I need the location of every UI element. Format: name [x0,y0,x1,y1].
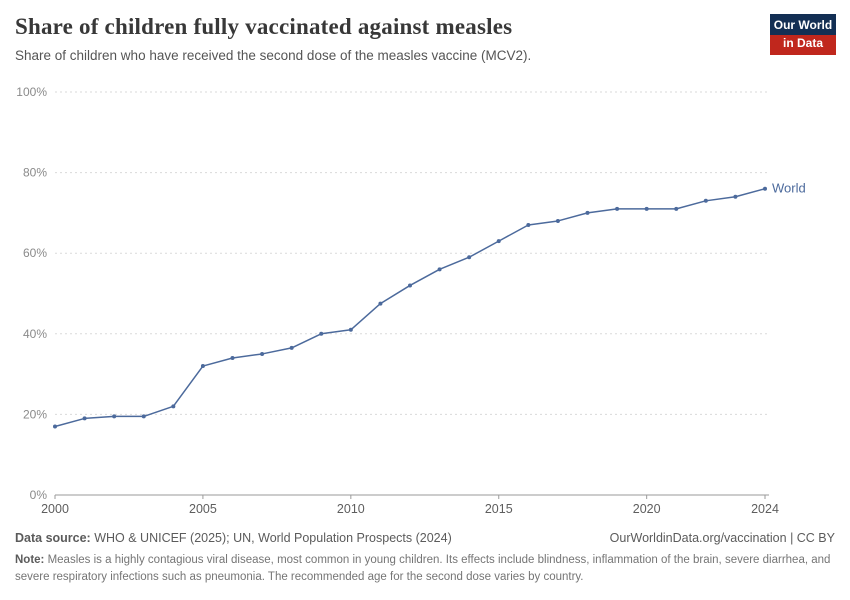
data-point [526,222,531,227]
owid-logo[interactable]: Our World in Data [770,14,836,56]
chart-note-text: Measles is a highly contagious viral dis… [15,554,831,583]
y-tick-label: 20% [23,407,47,421]
line-chart[interactable]: 0% 20% 40% 60% 80% 100% 2000 2005 2010 2015 2020 20… [0,80,850,525]
series-end-label: World [772,181,806,196]
y-tick-label: 100% [16,85,47,99]
x-tick-label: 2010 [337,502,365,516]
data-point [615,206,620,211]
owid-logo-line2: in Data [770,34,836,56]
data-point [141,414,146,419]
cc-license-link[interactable]: OurWorldinData.org/vaccination | CC BY [609,531,835,545]
chart-subtitle: Share of children who have received the … [15,48,532,63]
x-tick-label: 2015 [485,502,513,516]
data-point [763,186,767,191]
y-tick-label: 80% [23,166,47,180]
chart-note-label: Note: [15,554,45,566]
data-point [644,206,649,211]
data-point [112,414,117,419]
data-point [496,239,501,244]
x-tick-label: 2024 [751,502,779,516]
y-tick-label: 60% [23,246,47,260]
x-tick-label: 2020 [633,502,661,516]
data-point [408,283,412,288]
data-point [467,255,472,260]
y-tick-label: 40% [23,327,47,341]
data-source-label: Data source: [15,531,91,545]
chart-footer: Data source: WHO & UNICEF (2025); UN, Wo… [15,531,835,585]
owid-logo-line1: Our World [770,14,836,35]
data-point [555,218,560,223]
source-row: Data source: WHO & UNICEF (2025); UN, Wo… [15,531,835,545]
x-tick-label: 2005 [189,502,217,516]
data-source: Data source: WHO & UNICEF (2025); UN, Wo… [15,531,452,545]
data-point [53,424,57,429]
data-point [348,327,353,332]
data-point [378,301,383,306]
data-source-text: WHO & UNICEF (2025); UN, World Populatio… [90,531,452,545]
data-point [674,206,679,211]
data-point [260,351,265,356]
data-point [703,198,708,203]
series-line-world [54,187,766,428]
data-point [733,194,738,199]
chart-title: Share of children fully vaccinated again… [15,14,513,39]
data-point [585,210,590,215]
data-point [230,355,235,360]
data-point [319,331,324,336]
data-point [200,364,205,369]
y-tick-label: 0% [30,488,48,502]
title-block: Share of children fully vaccinated again… [15,14,531,63]
data-point [171,404,176,409]
data-point [289,345,294,350]
chart-header: Share of children fully vaccinated again… [15,14,836,63]
data-point [82,416,87,421]
data-point [437,267,442,272]
chart-note: Note: Measles is a highly contagious vir… [15,552,835,585]
x-tick-label: 2000 [41,502,69,516]
